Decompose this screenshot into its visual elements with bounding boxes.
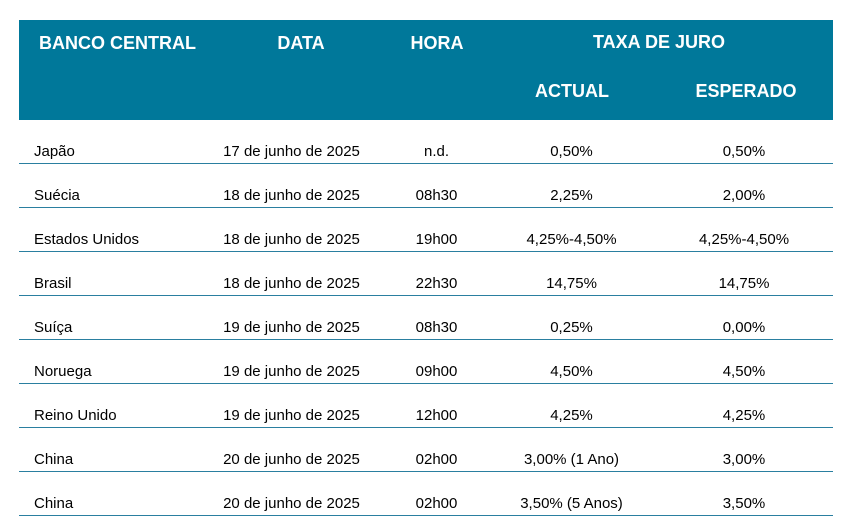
- header-esperado: ESPERADO: [695, 81, 797, 101]
- cell-actual: 3,50% (5 Anos): [520, 495, 623, 512]
- cell-esperado: 4,25%-4,50%: [698, 231, 790, 248]
- header-taxa-de-juro: TAXA DE JURO: [592, 32, 725, 52]
- cell-actual: 4,25%-4,50%: [526, 231, 617, 248]
- header-banco-central: BANCO CENTRAL: [39, 33, 196, 53]
- cell-banco-central: Noruega: [34, 363, 92, 380]
- cell-hora: 19h00: [415, 231, 458, 248]
- table-row: China 20 de junho de 2025 02h00 3,50% (5 An…: [19, 472, 833, 516]
- cell-banco-central: Estados Unidos: [34, 231, 140, 248]
- cell-actual: 4,25%: [550, 407, 593, 424]
- cell-data: 18 de junho de 2025: [223, 275, 360, 292]
- cell-actual: 0,50%: [550, 143, 593, 160]
- cell-esperado: 14,75%: [718, 275, 770, 292]
- cell-esperado: 3,50%: [722, 495, 766, 512]
- header-hora: HORA: [410, 33, 464, 53]
- table-row: China 20 de junho de 2025 02h00 3,00% (1 An…: [19, 428, 833, 472]
- cell-hora: n.d.: [423, 143, 450, 160]
- cell-actual: 4,50%: [550, 363, 593, 380]
- cell-hora: 02h00: [415, 451, 458, 468]
- cell-esperado: 3,00%: [722, 451, 766, 468]
- table-row: Suíça 19 de junho de 2025 08h30 0,25% 0,00%: [19, 296, 833, 340]
- cell-esperado: 4,25%: [722, 407, 766, 424]
- cell-data: 19 de junho de 2025: [223, 319, 360, 336]
- cell-banco-central: China: [34, 451, 74, 468]
- cell-data: 19 de junho de 2025: [223, 363, 360, 380]
- cell-esperado: 2,00%: [722, 187, 766, 204]
- cell-hora: 09h00: [415, 363, 458, 380]
- cell-esperado: 0,50%: [722, 143, 766, 160]
- cell-hora: 02h00: [415, 495, 458, 512]
- cell-actual: 0,25%: [550, 319, 593, 336]
- table-row: Suécia 18 de junho de 2025 08h30 2,25% 2,00%: [19, 164, 833, 208]
- table-row: Estados Unidos 18 de junho de 2025 19h00 4,…: [19, 208, 833, 252]
- cell-esperado: 4,50%: [722, 363, 766, 380]
- header-data: DATA: [277, 33, 325, 53]
- table-row: Noruega 19 de junho de 2025 09h00 4,50% 4,50…: [19, 340, 833, 384]
- table-row: Brasil 18 de junho de 2025 22h30 14,75% 14,7…: [19, 252, 833, 296]
- cell-hora: 08h30: [415, 187, 458, 204]
- table-row: Reino Unido 19 de junho de 2025 12h00 4,25%…: [19, 384, 833, 428]
- cell-actual: 2,25%: [550, 187, 593, 204]
- table-header: BANCO CENTRAL DATA HORA TAXA DE JURO ACT…: [19, 20, 833, 120]
- cell-banco-central: Brasil: [34, 275, 72, 292]
- cell-banco-central: Suécia: [34, 187, 80, 204]
- cell-data: 19 de junho de 2025: [223, 407, 360, 424]
- cell-esperado: 0,00%: [722, 319, 766, 336]
- cell-hora: 08h30: [415, 319, 458, 336]
- table-body: Japão 17 de junho de 2025 n.d. 0,50% 0,50% Su…: [19, 120, 833, 516]
- cell-hora: 12h00: [415, 407, 458, 424]
- cell-data: 20 de junho de 2025: [223, 495, 360, 512]
- cell-banco-central: Suíça: [34, 319, 73, 336]
- cell-actual: 14,75%: [546, 275, 597, 292]
- cell-data: 17 de junho de 2025: [223, 143, 360, 160]
- cell-banco-central: China: [34, 495, 74, 512]
- table-row: Japão 17 de junho de 2025 n.d. 0,50% 0,50%: [19, 120, 833, 164]
- cell-hora: 22h30: [415, 275, 458, 292]
- header-actual: ACTUAL: [535, 81, 609, 101]
- cell-data: 18 de junho de 2025: [223, 187, 360, 204]
- cell-data: 20 de junho de 2025: [223, 451, 360, 468]
- cell-actual: 3,00% (1 Ano): [523, 451, 620, 468]
- cell-data: 18 de junho de 2025: [223, 231, 360, 248]
- cell-banco-central: Japão: [34, 143, 75, 160]
- cell-banco-central: Reino Unido: [34, 407, 117, 424]
